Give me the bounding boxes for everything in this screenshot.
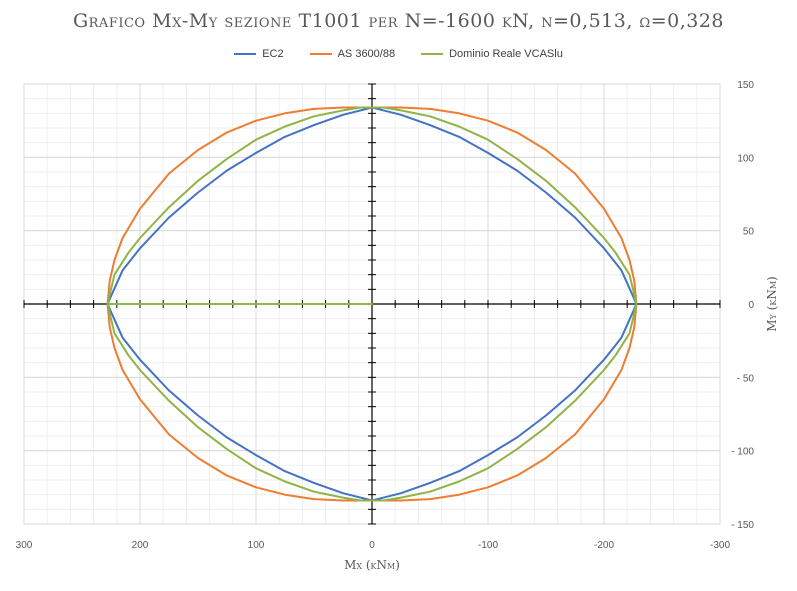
legend-swatch-as3600: [309, 53, 332, 55]
legend-entry-ec2[interactable]: EC2: [234, 48, 284, 60]
legend: EC2 AS 3600/88 Dominio Reale VCASlu: [0, 48, 797, 60]
legend-label-as3600: AS 3600/88: [337, 48, 396, 60]
y-axis-title: My (kNm): [765, 276, 779, 331]
legend-label-dominio-reale: Dominio Reale VCASlu: [449, 48, 563, 60]
chart-title: Grafico Mx-My sezione T1001 per N=-1600 …: [72, 10, 725, 32]
y-tick-label: 150: [737, 80, 754, 91]
x-tick-label: 100: [248, 540, 265, 551]
x-tick-label: 300: [16, 540, 33, 551]
tick-labels: 300 200 100 0 -100 -200 -300 150 100 50 0 - 50 - 100…: [16, 80, 755, 551]
x-tick-label: -300: [710, 540, 730, 551]
y-tick-label: 0: [748, 300, 754, 311]
x-tick-label: -200: [594, 540, 614, 551]
legend-entry-dominio-reale[interactable]: Dominio Reale VCASlu: [421, 48, 563, 60]
y-tick-label: - 50: [737, 373, 755, 384]
x-axis-title: Mx (kNm): [344, 558, 400, 572]
legend-entry-as3600[interactable]: AS 3600/88: [309, 48, 396, 60]
x-tick-label: 200: [132, 540, 149, 551]
y-tick-label: - 150: [731, 520, 754, 531]
x-tick-label: 0: [369, 540, 375, 551]
x-tick-label: -100: [478, 540, 498, 551]
legend-swatch-dominio-reale: [421, 53, 444, 55]
legend-label-ec2: EC2: [262, 48, 284, 60]
series-group: [106, 106, 638, 502]
y-tick-label: 100: [737, 153, 754, 164]
y-tick-label: 50: [743, 227, 755, 238]
y-tick-label: - 100: [731, 447, 754, 458]
legend-swatch-ec2: [234, 53, 257, 55]
series-line-3: [106, 106, 638, 502]
